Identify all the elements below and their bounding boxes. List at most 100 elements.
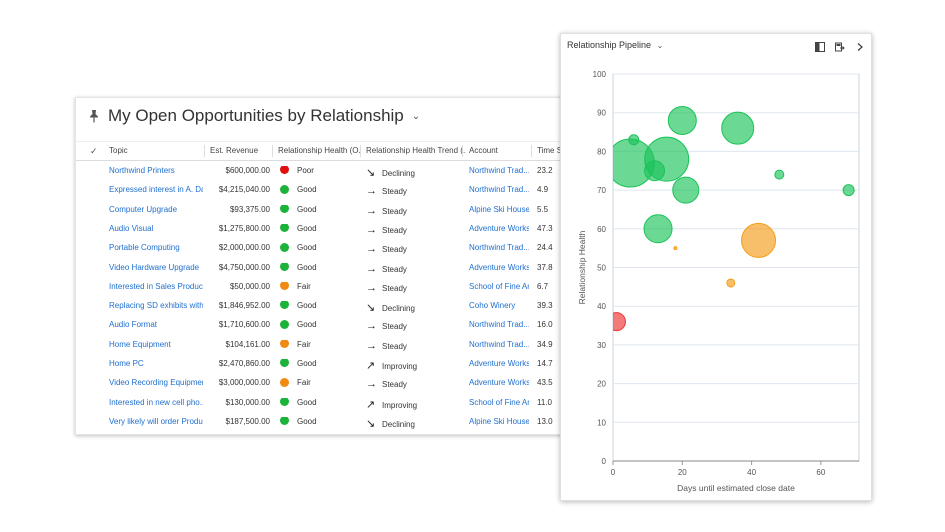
account-link[interactable]: Alpine Ski House [469,416,529,426]
y-tick-label: 100 [593,70,607,79]
account-link[interactable]: Alpine Ski House [469,204,529,214]
health-status-icon [280,359,289,368]
health-status-icon [280,281,289,291]
topic-link[interactable]: Computer Upgrade [109,204,178,214]
topic-link[interactable]: Portable Computing [109,243,180,253]
account-link[interactable]: School of Fine Art [469,397,529,407]
select-all-check-icon[interactable]: ✓ [90,146,98,156]
account-link[interactable]: Northwind Trad... [469,185,529,195]
topic-link[interactable]: Audio Visual [109,223,154,233]
table-row[interactable]: Audio Visual $1,275,800.00 Good → Steady Adve… [76,219,576,238]
health-value: Good [297,204,317,214]
chevron-down-icon[interactable]: ⌄ [656,41,664,50]
revenue-value: $1,710,600.00 [218,320,270,330]
trend-cell: → Steady [366,378,407,390]
topic-link[interactable]: Video Hardware Upgrade [109,262,200,272]
table-row[interactable]: Home Equipment $104,161.00 Fair → Steady Nort… [76,335,576,354]
trend-value: Steady [382,380,407,390]
table-row[interactable]: Video Recording Equipment $3,000,000.00 Fa… [76,373,576,392]
table-row[interactable]: Replacing SD exhibits with ... $1,846,952… [76,296,576,315]
health-value: Good [297,243,317,253]
trend-cell: ↘ Declining [366,417,415,430]
health-cell: Good [280,416,317,426]
topic-link[interactable]: Expressed interest in A. Da... [109,185,203,195]
table-row[interactable]: Expressed interest in A. Da... $4,215,040… [76,180,576,199]
y-tick-label: 0 [602,457,607,466]
trend-cell: → Steady [366,320,407,332]
topic-link[interactable]: Audio Format [109,320,158,330]
health-value: Good [297,397,317,407]
y-tick-label: 50 [597,264,606,273]
trend-cell: → Steady [366,243,407,255]
arrow-down-right-icon: ↘ [366,417,376,430]
table-row[interactable]: Audio Format $1,710,600.00 Good → Steady Nort… [76,315,576,334]
table-row[interactable]: Computer Upgrade $93,375.00 Good → Steady Alp… [76,200,576,219]
account-link[interactable]: Northwind Trad... [469,166,529,175]
topic-link[interactable]: Video Recording Equipment [109,378,203,388]
bubble-point [774,169,785,180]
chevron-right-icon[interactable] [855,39,865,51]
table-row[interactable]: Portable Computing $2,000,000.00 Good → Stea… [76,238,576,257]
bubble-point [842,184,855,197]
pin-icon[interactable] [88,109,100,123]
table-row[interactable]: Interested in new cell pho... $130,000.00… [76,393,576,412]
column-header-time[interactable]: Time Sp [537,146,567,155]
time-value: 5.5 [537,204,549,214]
topic-link[interactable]: Home Equipment [109,339,171,349]
trend-value: Improving [382,400,418,410]
table-row[interactable]: Video Hardware Upgrade $4,750,000.00 Good →… [76,258,576,277]
health-cell: Good [280,185,317,194]
bubble-point [672,176,700,204]
table-row[interactable]: Very likely will order Produ... $187,500.… [76,412,576,431]
health-cell: Fair [280,378,311,387]
account-link[interactable]: Adventure Works [469,223,529,233]
topic-link[interactable]: Northwind Printers [109,166,175,175]
health-status-icon [280,223,289,233]
table-row[interactable]: Home PC $2,470,860.00 Good ↗ Improving Advent… [76,354,576,373]
export-icon[interactable] [835,39,845,52]
column-header-trend[interactable]: Relationship Health Trend (... [366,146,466,155]
arrow-up-right-icon: ↗ [366,398,376,411]
topic-link[interactable]: Very likely will order Produ... [109,416,203,426]
chart-title[interactable]: Relationship Pipeline [567,40,652,50]
health-status-icon [280,397,289,406]
account-link[interactable]: Northwind Trad... [469,339,529,349]
trend-value: Declining [382,169,415,178]
account-link[interactable]: Coho Winery [469,301,516,311]
trend-cell: ↗ Improving [366,398,417,411]
arrow-right-icon: → [366,185,377,198]
chart-selector[interactable]: Relationship Pipeline ⌄ [567,40,663,50]
chevron-down-icon[interactable]: ⌄ [411,110,421,122]
table-row[interactable]: Interested in Sales Product... $50,000.00… [76,277,576,296]
revenue-value: $104,161.00 [225,339,271,349]
account-link[interactable]: Adventure Works [469,262,529,272]
column-header-topic[interactable]: Topic [109,146,128,155]
x-tick-label: 20 [678,468,687,477]
account-link[interactable]: School of Fine Art [469,281,529,291]
column-header-health[interactable]: Relationship Health (O... [278,146,360,155]
topic-link[interactable]: Interested in Sales Product... [109,281,203,291]
column-header-revenue[interactable]: Est. Revenue [210,146,259,155]
topic-link[interactable]: Interested in new cell pho... [109,397,203,407]
revenue-value: $187,500.00 [225,416,271,426]
health-value: Fair [297,281,311,291]
y-axis-label: Relationship Health [577,230,587,304]
view-title[interactable]: My Open Opportunities by Relationship [108,106,404,125]
column-header-account[interactable]: Account [469,146,498,155]
table-row[interactable]: Northwind Printers $600,000.00 Poor ↘ Declin… [76,161,576,180]
health-value: Poor [297,166,314,175]
expand-icon[interactable] [815,39,825,52]
account-link[interactable]: Adventure Works [469,378,529,388]
topic-link[interactable]: Home PC [109,359,144,368]
revenue-value: $2,470,860.00 [218,359,270,368]
topic-link[interactable]: Replacing SD exhibits with ... [109,301,203,311]
table-header: ✓ Topic Est. Revenue Relationship Health… [76,141,576,161]
health-value: Good [297,416,317,426]
account-link[interactable]: Northwind Trad... [469,243,529,253]
arrow-right-icon: → [366,243,377,256]
trend-value: Steady [382,206,407,216]
account-link[interactable]: Adventure Works [469,359,529,368]
arrow-down-right-icon: ↘ [366,302,376,315]
account-link[interactable]: Northwind Trad... [469,320,529,330]
time-value: 13.0 [537,416,553,426]
